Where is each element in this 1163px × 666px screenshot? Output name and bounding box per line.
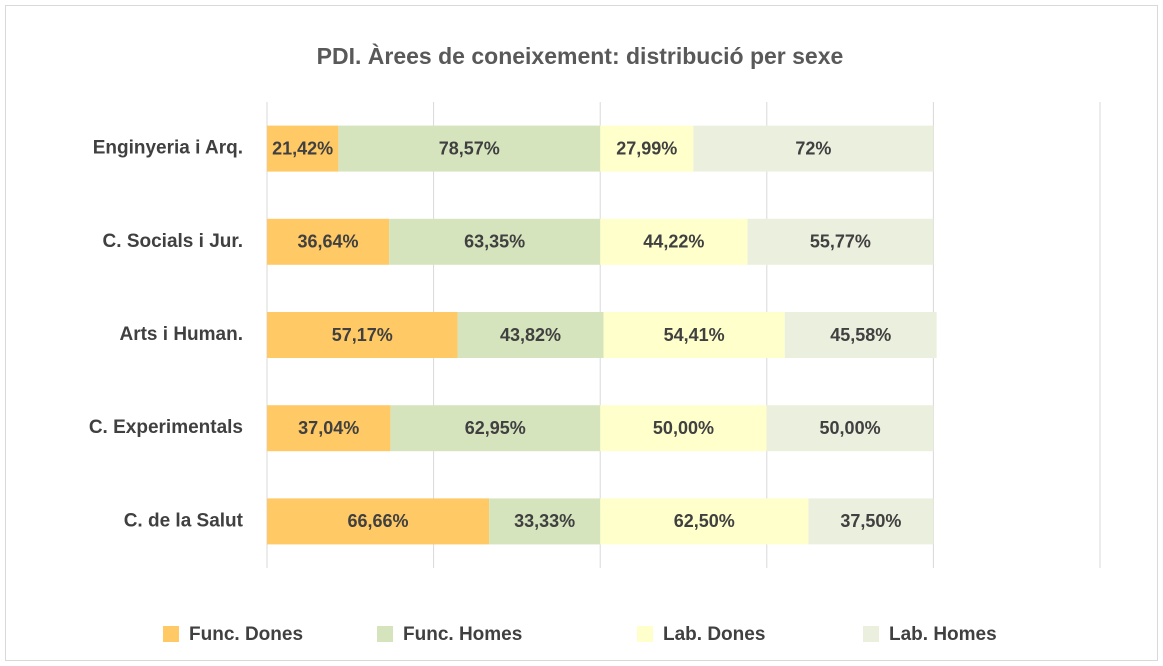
bar-segment (600, 218, 748, 265)
data-label: 27,99% (616, 138, 677, 158)
y-tick-label: C. Socials i Jur. (103, 231, 243, 252)
bar-segment (600, 498, 809, 545)
data-label: 43,82% (500, 325, 561, 345)
data-label: 62,95% (465, 418, 526, 438)
data-label: 50,00% (653, 418, 714, 438)
legend-label: Lab. Homes (889, 624, 997, 645)
bar-segment (808, 498, 934, 545)
data-label: 37,50% (840, 511, 901, 531)
data-label: 37,04% (298, 418, 359, 438)
bar-segment (600, 405, 767, 452)
legend-swatch (163, 626, 179, 642)
data-label: 55,77% (810, 232, 871, 252)
bar-segment (267, 125, 339, 172)
y-tick-label: C. de la Salut (124, 510, 244, 531)
data-label: 78,57% (439, 138, 500, 158)
legend-swatch (863, 626, 879, 642)
chart-title: PDI. Àrees de coneixement: distribució p… (317, 42, 844, 69)
bar-segment (267, 498, 490, 545)
legend-label: Func. Dones (189, 624, 303, 645)
bar-segment (766, 405, 934, 452)
bar-segment (338, 125, 601, 172)
bar-segment (603, 312, 785, 358)
data-label: 63,35% (464, 232, 525, 252)
bar-segment (457, 312, 604, 358)
bar-segment (389, 218, 601, 265)
data-label: 44,22% (643, 232, 704, 252)
data-label: 50,00% (820, 418, 881, 438)
data-label: 21,42% (272, 138, 333, 158)
bar-segment (390, 405, 601, 452)
bar-segment (784, 312, 937, 358)
data-label: 54,41% (664, 325, 725, 345)
data-label: 57,17% (332, 325, 393, 345)
data-label: 66,66% (348, 511, 409, 531)
data-label: 45,58% (830, 325, 891, 345)
bar-segment (747, 218, 934, 265)
data-label: 72% (795, 138, 831, 158)
bar-segment (267, 405, 391, 452)
data-label: 36,64% (298, 232, 359, 252)
legend-label: Func. Homes (403, 624, 522, 645)
legend-swatch (377, 626, 393, 642)
bar-segment (600, 125, 694, 172)
data-label: 62,50% (674, 511, 735, 531)
bar-segment (489, 498, 601, 545)
y-tick-label: C. Experimentals (89, 417, 243, 438)
y-tick-label: Enginyeria i Arq. (93, 138, 243, 159)
legend-label: Lab. Dones (663, 624, 765, 645)
bar-segment (267, 218, 390, 265)
data-label: 33,33% (514, 511, 575, 531)
bar-segment (693, 125, 934, 172)
bar-segment (267, 312, 458, 358)
y-tick-label: Arts i Human. (119, 324, 243, 345)
legend-swatch (637, 626, 653, 642)
